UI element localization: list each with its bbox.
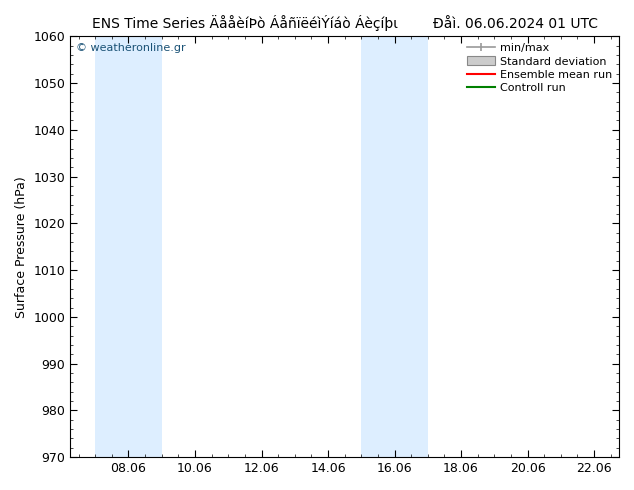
Text: © weatheronline.gr: © weatheronline.gr: [76, 43, 185, 52]
Title: ENS Time Series ÄååèíÞò ÁåñïëéìÝíáò Áèçíþι        Đåì. 06.06.2024 01 UTC: ENS Time Series ÄååèíÞò ÁåñïëéìÝíáò Áèçí…: [92, 15, 598, 31]
Bar: [95, 36, 162, 457]
Bar: [361, 36, 428, 457]
Y-axis label: Surface Pressure (hPa): Surface Pressure (hPa): [15, 176, 28, 318]
Legend: min/max, Standard deviation, Ensemble mean run, Controll run: min/max, Standard deviation, Ensemble me…: [462, 39, 617, 98]
